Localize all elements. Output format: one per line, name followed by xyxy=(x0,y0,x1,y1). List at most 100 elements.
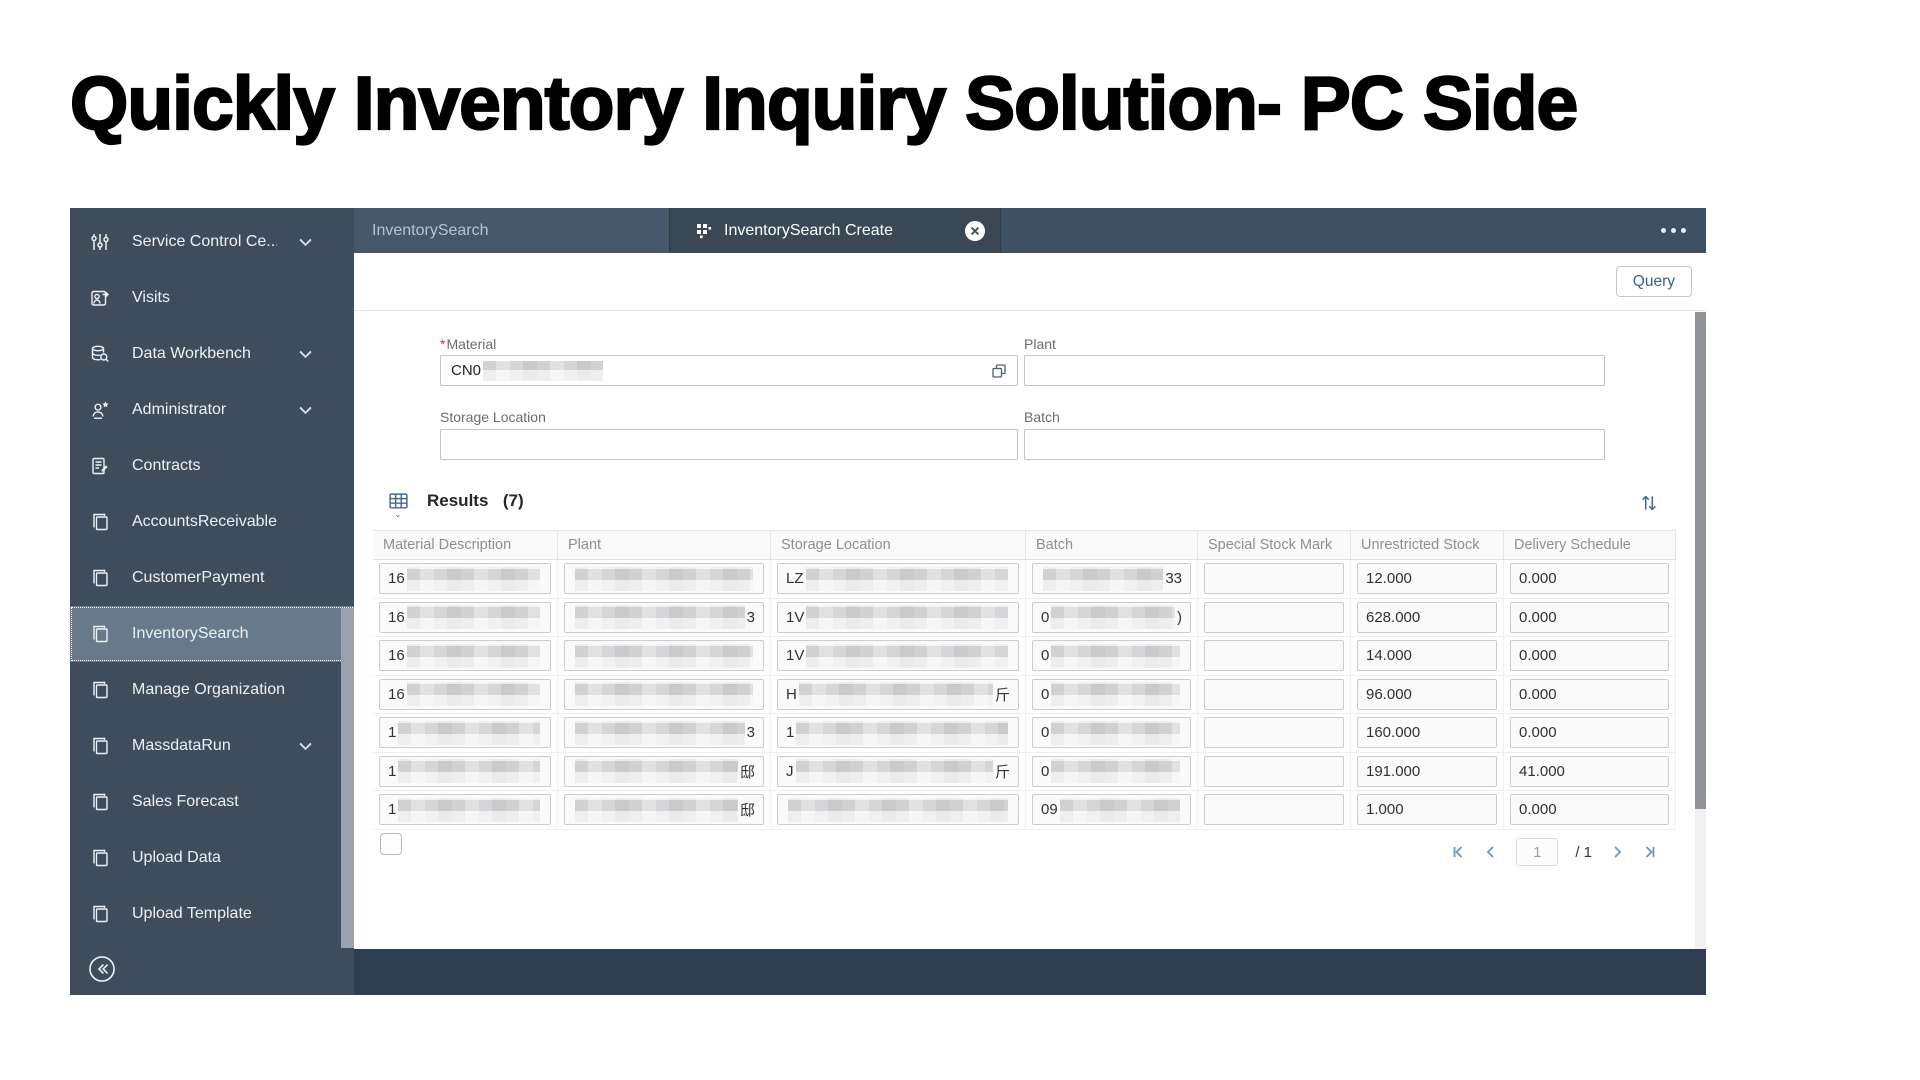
cell-value-box[interactable] xyxy=(1204,794,1344,826)
scrollbar-thumb[interactable] xyxy=(1695,312,1706,809)
cell-value-box[interactable]: 16 xyxy=(379,601,551,633)
sidebar-item-service-control-ce[interactable]: Service Control Ce... xyxy=(70,214,354,270)
cell-value-box[interactable]: 0.000 xyxy=(1510,794,1669,826)
cell-value-box[interactable]: 3 xyxy=(564,717,764,749)
censored-mosaic xyxy=(406,605,540,630)
cell-value-box[interactable]: 0.000 xyxy=(1510,717,1669,749)
tab-overflow-button[interactable] xyxy=(1661,208,1706,253)
batch-input[interactable] xyxy=(1024,429,1605,460)
cell-value-box[interactable]: 1V xyxy=(777,640,1019,672)
cell-value-box[interactable]: 0.000 xyxy=(1510,640,1669,672)
column-header-unrestricted-stock[interactable]: Unrestricted Stock xyxy=(1351,531,1504,559)
cell-value-box[interactable]: 邸 xyxy=(564,794,764,826)
previous-page-icon[interactable] xyxy=(1483,844,1499,860)
last-page-icon[interactable] xyxy=(1642,844,1658,860)
sidebar-item-accountsreceivable[interactable]: AccountsReceivable xyxy=(70,494,354,550)
cell-value-box[interactable]: 628.000 xyxy=(1357,601,1497,633)
tab-inventorysearch[interactable]: InventorySearch xyxy=(354,208,670,253)
cell-value-box[interactable]: 1 xyxy=(379,717,551,749)
cell-value-box[interactable] xyxy=(1204,601,1344,633)
cell-value-box[interactable] xyxy=(1204,640,1344,672)
next-page-icon[interactable] xyxy=(1609,844,1625,860)
table-view-icon[interactable]: ⌄ xyxy=(388,491,409,519)
sidebar-item-sales-forecast[interactable]: Sales Forecast xyxy=(70,774,354,830)
column-header-delivery-schedule[interactable]: Delivery Schedule xyxy=(1504,531,1676,559)
content-scrollbar[interactable] xyxy=(1695,312,1706,949)
sidebar-collapse-button[interactable] xyxy=(88,955,116,983)
cell-value-box[interactable] xyxy=(564,678,764,710)
cell-value-box[interactable] xyxy=(564,563,764,595)
column-header-plant[interactable]: Plant xyxy=(558,531,771,559)
sidebar-item-data-workbench[interactable]: Data Workbench xyxy=(70,326,354,382)
cell-value-box[interactable]: 33 xyxy=(1032,563,1191,595)
select-all-checkbox[interactable] xyxy=(380,833,402,855)
cell-value-box[interactable] xyxy=(1204,717,1344,749)
sidebar-item-inventorysearch[interactable]: InventorySearch xyxy=(70,606,354,662)
cell-value-box[interactable]: 16 xyxy=(379,678,551,710)
cell-value-box[interactable]: 16 xyxy=(379,563,551,595)
sidebar-scrollbar[interactable] xyxy=(341,608,354,948)
cell-value-box[interactable]: 12.000 xyxy=(1357,563,1497,595)
results-header: ⌄ Results (7) xyxy=(388,491,524,519)
censored-mosaic xyxy=(575,759,738,784)
sidebar-item-upload-template[interactable]: Upload Template xyxy=(70,886,354,942)
column-header-material-description[interactable]: Material Description xyxy=(373,531,558,559)
sidebar-item-label: Sales Forecast xyxy=(132,793,239,810)
cell-text-fragment: 3 xyxy=(746,608,755,626)
cell-value-box[interactable]: 0.000 xyxy=(1510,563,1669,595)
column-header-special-stock-mark[interactable]: Special Stock Mark xyxy=(1198,531,1351,559)
sidebar-item-customerpayment[interactable]: CustomerPayment xyxy=(70,550,354,606)
storage-location-input[interactable] xyxy=(440,429,1018,460)
cell-value-box[interactable]: 0.000 xyxy=(1510,678,1669,710)
value-help-icon[interactable] xyxy=(991,363,1007,379)
cell-value-box[interactable]: 0) xyxy=(1032,601,1191,633)
cell-value-box[interactable]: 1.000 xyxy=(1357,794,1497,826)
cell-value-box[interactable] xyxy=(1204,755,1344,787)
cell-value-box[interactable]: 0 xyxy=(1032,717,1191,749)
cell-value-box[interactable]: 16 xyxy=(379,640,551,672)
sidebar-item-administrator[interactable]: Administrator xyxy=(70,382,354,438)
column-header-batch[interactable]: Batch xyxy=(1026,531,1198,559)
sidebar-item-manage-organization[interactable]: Manage Organization xyxy=(70,662,354,718)
cell-value-box[interactable]: 1V xyxy=(777,601,1019,633)
sort-icon[interactable] xyxy=(1638,492,1660,514)
cell-value-box[interactable] xyxy=(1204,563,1344,595)
plant-input[interactable] xyxy=(1024,355,1605,386)
cell-value-box[interactable]: 1 xyxy=(379,794,551,826)
cell-batch: 0) xyxy=(1026,598,1198,636)
cell-value-box[interactable]: LZ xyxy=(777,563,1019,595)
cell-value-box[interactable]: 0.000 xyxy=(1510,601,1669,633)
cell-value-box[interactable] xyxy=(1204,678,1344,710)
censored-mosaic xyxy=(398,759,540,784)
cell-value-box[interactable]: 09 xyxy=(1032,794,1191,826)
cell-value-box[interactable]: 14.000 xyxy=(1357,640,1497,672)
sidebar-item-visits[interactable]: Visits xyxy=(70,270,354,326)
cell-value-box[interactable]: 0 xyxy=(1032,678,1191,710)
cell-value-box[interactable]: 96.000 xyxy=(1357,678,1497,710)
page-number-input[interactable] xyxy=(1516,838,1559,866)
cell-value-box[interactable]: 1 xyxy=(777,717,1019,749)
first-page-icon[interactable] xyxy=(1450,844,1466,860)
close-icon[interactable] xyxy=(964,220,986,242)
sidebar-item-contracts[interactable]: Contracts xyxy=(70,438,354,494)
cell-value-box[interactable]: 邸 xyxy=(564,755,764,787)
cell-text-fragment: 33 xyxy=(1165,570,1182,588)
query-button[interactable]: Query xyxy=(1615,266,1692,297)
cell-value-box[interactable] xyxy=(777,794,1019,826)
cell-value-box[interactable] xyxy=(564,640,764,672)
cell-value-box[interactable]: 41.000 xyxy=(1510,755,1669,787)
cell-value-box[interactable]: 3 xyxy=(564,601,764,633)
sidebar-item-massdatarun[interactable]: MassdataRun xyxy=(70,718,354,774)
cell-value-box[interactable]: 1 xyxy=(379,755,551,787)
cell-value-box[interactable]: 191.000 xyxy=(1357,755,1497,787)
cell-value-box[interactable]: 160.000 xyxy=(1357,717,1497,749)
cell-value-box[interactable]: 0 xyxy=(1032,640,1191,672)
tab-inventorysearch-create[interactable]: InventorySearch Create xyxy=(670,208,1001,253)
sidebar-item-upload-data[interactable]: Upload Data xyxy=(70,830,354,886)
material-input[interactable]: CN0 xyxy=(440,355,1018,386)
column-header-storage-location[interactable]: Storage Location xyxy=(771,531,1026,559)
censored-mosaic xyxy=(1051,605,1175,630)
cell-value-box[interactable]: 0 xyxy=(1032,755,1191,787)
